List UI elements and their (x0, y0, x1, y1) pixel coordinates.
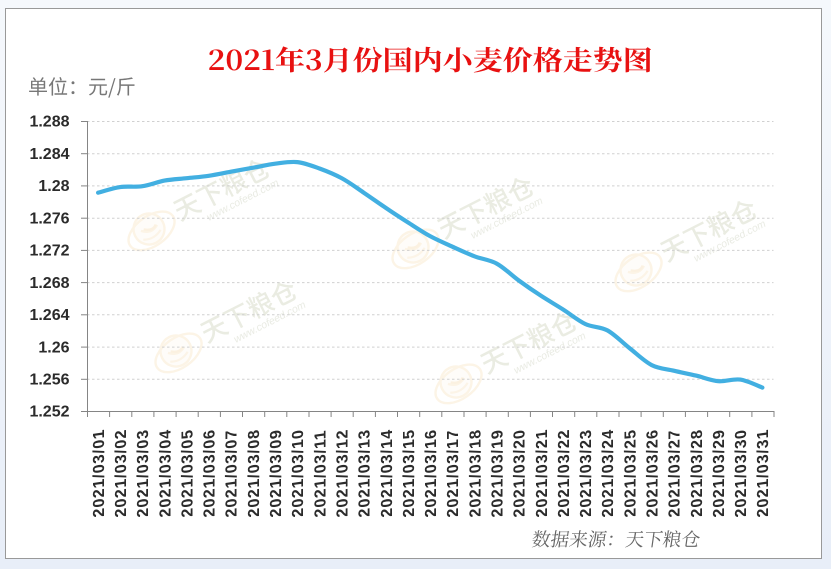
svg-text:2021/03/11: 2021/03/11 (311, 429, 329, 519)
svg-text:2021/03/22: 2021/03/22 (555, 428, 573, 519)
svg-text:2021/03/18: 2021/03/18 (466, 428, 484, 519)
svg-text:2021/03/20: 2021/03/20 (511, 428, 529, 519)
svg-text:1.272: 1.272 (29, 243, 69, 260)
svg-text:2021/03/08: 2021/03/08 (245, 428, 263, 519)
svg-text:2021/03/14: 2021/03/14 (378, 428, 396, 519)
svg-text:2021/03/05: 2021/03/05 (179, 428, 197, 519)
svg-text:1.28: 1.28 (38, 178, 69, 195)
svg-text:2021/03/06: 2021/03/06 (201, 428, 219, 519)
svg-text:2021/03/23: 2021/03/23 (577, 428, 595, 519)
svg-text:2021/03/21: 2021/03/21 (533, 428, 551, 519)
svg-text:2021/03/01: 2021/03/01 (90, 428, 108, 519)
svg-text:1.264: 1.264 (29, 307, 69, 324)
svg-text:2021/03/30: 2021/03/30 (732, 428, 750, 519)
svg-text:1.256: 1.256 (29, 372, 69, 389)
svg-text:1.26: 1.26 (38, 339, 69, 356)
svg-text:2021/03/24: 2021/03/24 (599, 428, 617, 519)
svg-text:2021/03/13: 2021/03/13 (356, 428, 374, 519)
svg-text:2021/03/03: 2021/03/03 (134, 428, 152, 519)
svg-text:2021/03/04: 2021/03/04 (156, 428, 174, 519)
svg-text:2021/03/29: 2021/03/29 (710, 428, 728, 519)
svg-text:2021/03/09: 2021/03/09 (267, 428, 285, 519)
svg-text:2021/03/27: 2021/03/27 (666, 428, 684, 519)
svg-text:1.268: 1.268 (29, 275, 69, 292)
svg-text:2021/03/15: 2021/03/15 (400, 428, 418, 519)
svg-text:2021/03/17: 2021/03/17 (444, 428, 462, 519)
svg-text:1.252: 1.252 (29, 404, 69, 421)
svg-text:2021/03/28: 2021/03/28 (688, 428, 706, 519)
svg-text:1.284: 1.284 (29, 146, 69, 163)
svg-text:2021/03/31: 2021/03/31 (754, 428, 772, 519)
svg-text:2021/03/26: 2021/03/26 (644, 428, 662, 519)
svg-text:2021/03/19: 2021/03/19 (489, 428, 507, 519)
svg-text:2021/03/12: 2021/03/12 (334, 428, 352, 519)
svg-text:2021/03/16: 2021/03/16 (422, 428, 440, 519)
svg-text:1.276: 1.276 (29, 210, 69, 227)
svg-text:2021/03/07: 2021/03/07 (223, 428, 241, 519)
svg-text:2021/03/10: 2021/03/10 (289, 428, 307, 519)
svg-text:2021/03/02: 2021/03/02 (112, 428, 130, 519)
svg-text:1.288: 1.288 (29, 114, 69, 131)
svg-text:2021/03/25: 2021/03/25 (621, 428, 639, 519)
